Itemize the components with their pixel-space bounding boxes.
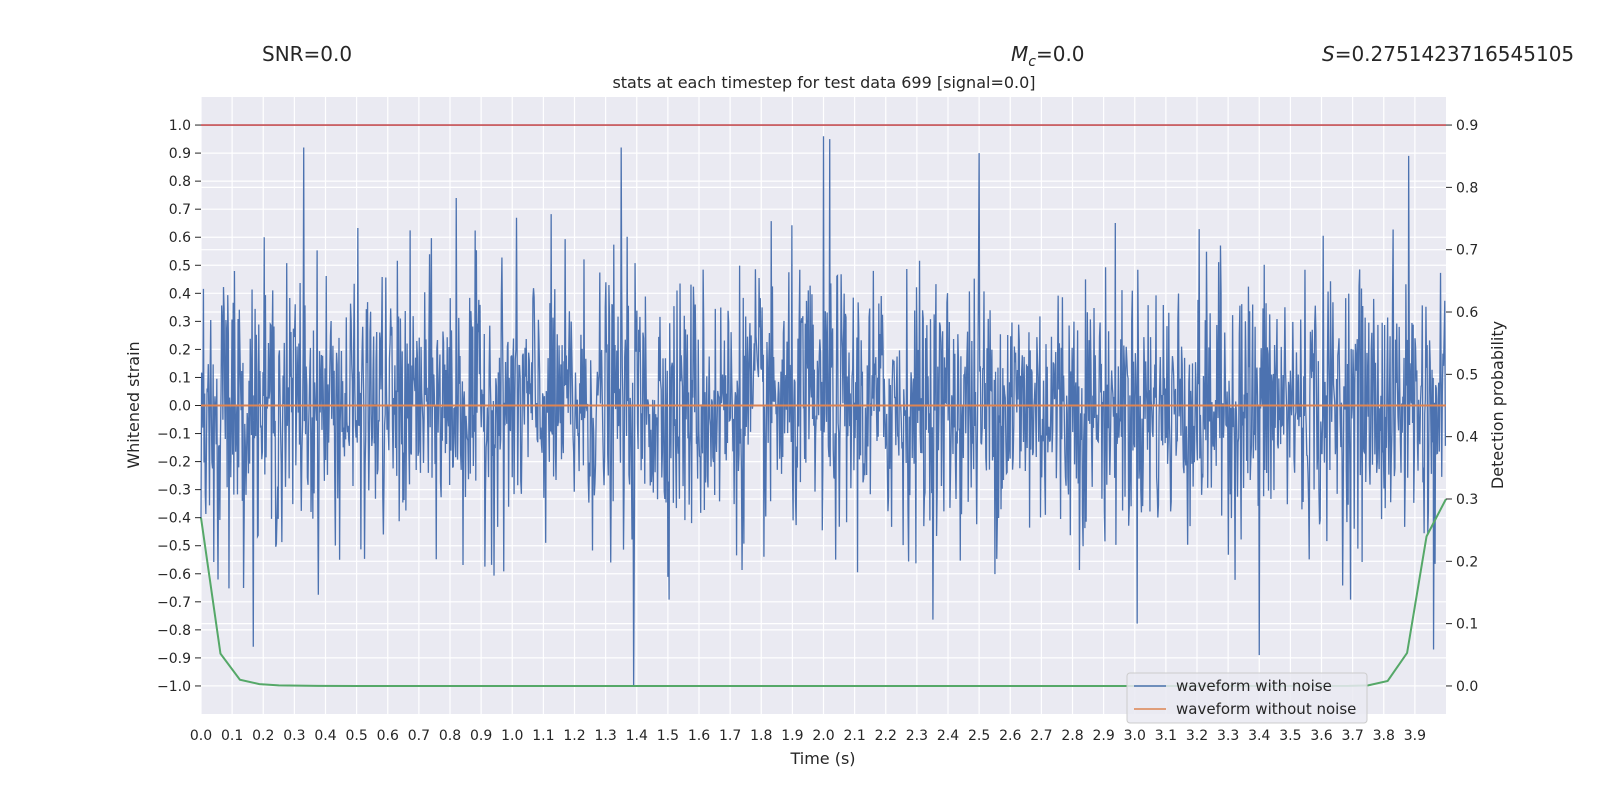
y-tick-label: 0.4 [169, 286, 191, 302]
x-tick-label: 2.4 [937, 728, 959, 744]
y2-tick-label: 0.0 [1456, 679, 1478, 695]
legend-label-with-noise: waveform with noise [1176, 677, 1332, 695]
score-label: S=0.2751423716545105 [1322, 42, 1574, 66]
x-tick-label: 0.4 [314, 728, 336, 744]
y2-tick-label: 0.8 [1456, 180, 1478, 196]
y-tick-label: 1.0 [169, 118, 191, 134]
y-tick-label: −0.7 [157, 595, 191, 611]
x-tick-label: 3.7 [1341, 728, 1363, 744]
chart-title: stats at each timestep for test data 699… [612, 73, 1035, 92]
x-tick-label: 1.1 [532, 728, 554, 744]
y-tick-label: −0.4 [157, 511, 191, 527]
x-tick-label: 0.7 [408, 728, 430, 744]
y-tick-label: 0.3 [169, 314, 191, 330]
x-tick-label: 0.0 [190, 728, 212, 744]
x-tick-label: 1.3 [594, 728, 616, 744]
y-tick-label: 0.2 [169, 342, 191, 358]
x-tick-label: 1.8 [750, 728, 772, 744]
x-tick-label: 1.2 [563, 728, 585, 744]
x-tick-label: 1.5 [657, 728, 679, 744]
x-tick-label: 2.7 [1030, 728, 1052, 744]
y-tick-label: 0.5 [169, 258, 191, 274]
x-tick-label: 3.0 [1124, 728, 1146, 744]
y-tick-label: 0.9 [169, 146, 191, 162]
x-tick-label: 3.2 [1186, 728, 1208, 744]
y-tick-label: −0.6 [157, 567, 191, 583]
y2-axis-label: Detection probability [1488, 321, 1507, 489]
x-tick-label: 3.9 [1404, 728, 1426, 744]
x-tick-label: 0.2 [252, 728, 274, 744]
y-tick-label: 0.0 [169, 399, 191, 415]
x-tick-label: 3.3 [1217, 728, 1239, 744]
y2-tick-label: 0.9 [1456, 118, 1478, 134]
x-tick-label: 2.8 [1061, 728, 1083, 744]
x-tick-label: 2.9 [1092, 728, 1114, 744]
x-tick-label: 0.9 [470, 728, 492, 744]
x-tick-label: 0.3 [283, 728, 305, 744]
y-tick-label: 0.6 [169, 230, 191, 246]
y-tick-label: −0.2 [157, 455, 191, 471]
y-tick-label: 0.8 [169, 174, 191, 190]
y-tick-label: −0.8 [157, 623, 191, 639]
y2-tick-label: 0.6 [1456, 305, 1478, 321]
x-tick-label: 0.6 [377, 728, 399, 744]
x-tick-label: 2.0 [812, 728, 834, 744]
y-tick-label: −0.1 [157, 427, 191, 443]
x-tick-label: 3.1 [1155, 728, 1177, 744]
x-tick-label: 0.5 [345, 728, 367, 744]
y2-tick-label: 0.3 [1456, 492, 1478, 508]
x-tick-label: 2.2 [875, 728, 897, 744]
x-tick-label: 3.5 [1279, 728, 1301, 744]
y2-tick-label: 0.2 [1456, 554, 1478, 570]
x-tick-label: 3.6 [1310, 728, 1332, 744]
y-tick-label: −0.9 [157, 651, 191, 667]
series-waveform-with-noise [200, 136, 1447, 686]
x-tick-label: 1.4 [626, 728, 648, 744]
y2-tick-label: 0.7 [1456, 243, 1478, 259]
x-axis-label: Time (s) [789, 749, 855, 768]
y-tick-label: 0.7 [169, 202, 191, 218]
x-tick-label: 2.1 [843, 728, 865, 744]
x-tick-label: 3.4 [1248, 728, 1270, 744]
x-tick-label: 3.8 [1373, 728, 1395, 744]
x-tick-label: 2.5 [968, 728, 990, 744]
x-tick-label: 1.0 [501, 728, 523, 744]
x-tick-label: 1.9 [781, 728, 803, 744]
y2-tick-label: 0.4 [1456, 430, 1478, 446]
y-tick-label: 0.1 [169, 370, 191, 386]
y-tick-label: −0.3 [157, 483, 191, 499]
y2-tick-label: 0.5 [1456, 367, 1478, 383]
series-layer [200, 124, 1447, 687]
x-tick-label: 2.3 [906, 728, 928, 744]
x-axis-ticks: 0.0 0.1 0.2 0.3 0.4 0.5 0.6 0.7 0.8 0.9 1.0 1.1 1.2 1… [190, 728, 1426, 744]
legend-box [1126, 672, 1368, 724]
y-axis-ticks: −1.0 −0.9 −0.8 −0.7 −0.6 −0.5 −0.4 −0.3 −0.2 −0.1… [157, 118, 201, 695]
y2-axis-ticks: 0.0 0.1 0.2 0.3 0.4 0.5 0.6 0.7 0.8 0.9 [1446, 118, 1478, 695]
y2-tick-label: 0.1 [1456, 617, 1478, 633]
x-tick-label: 0.8 [439, 728, 461, 744]
legend-label-without-noise: waveform without noise [1176, 700, 1356, 718]
y-tick-label: −0.5 [157, 539, 191, 555]
chirp-mass-label: Mc=0.0 [1011, 42, 1085, 70]
x-tick-label: 1.6 [688, 728, 710, 744]
x-tick-label: 1.7 [719, 728, 741, 744]
series-detection-probability [200, 498, 1447, 687]
x-tick-label: 0.1 [221, 728, 243, 744]
snr-label: SNR=0.0 [262, 42, 352, 66]
y-tick-label: −1.0 [157, 679, 191, 695]
legend: waveform with noise waveform without noi… [1126, 672, 1368, 724]
x-tick-label: 2.6 [999, 728, 1021, 744]
y-axis-label: Whitened strain [124, 341, 143, 468]
